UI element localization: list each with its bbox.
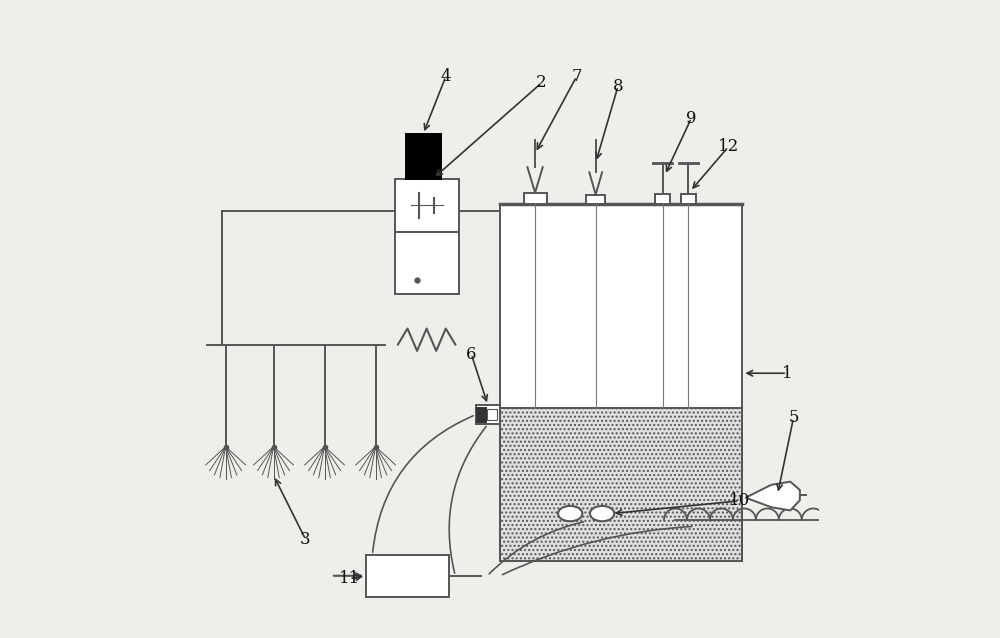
Text: 4: 4: [440, 68, 451, 85]
Bar: [366, 555, 449, 597]
Text: 6: 6: [466, 346, 477, 362]
Polygon shape: [746, 482, 800, 510]
Text: 11: 11: [339, 570, 360, 587]
Bar: [477, 408, 486, 422]
Bar: [500, 408, 742, 561]
Text: 7: 7: [571, 68, 582, 85]
Bar: [500, 204, 742, 561]
FancyArrowPatch shape: [503, 526, 692, 575]
Text: 10: 10: [729, 493, 750, 509]
FancyArrowPatch shape: [489, 522, 583, 574]
Bar: [395, 179, 459, 232]
FancyArrowPatch shape: [449, 426, 486, 573]
Bar: [524, 193, 547, 204]
Bar: [487, 409, 497, 420]
Text: 3: 3: [300, 531, 311, 547]
FancyArrowPatch shape: [373, 416, 473, 553]
Bar: [681, 194, 696, 204]
Text: 12: 12: [718, 138, 739, 155]
Ellipse shape: [590, 506, 614, 521]
Bar: [395, 232, 459, 293]
Bar: [476, 405, 500, 424]
Bar: [406, 134, 441, 179]
Bar: [655, 194, 670, 204]
Text: 5: 5: [788, 410, 799, 426]
Ellipse shape: [558, 506, 582, 521]
Text: 8: 8: [613, 78, 623, 94]
Text: 9: 9: [686, 110, 697, 126]
Text: 2: 2: [536, 75, 547, 91]
Text: 1: 1: [782, 365, 792, 382]
Bar: [586, 195, 605, 204]
